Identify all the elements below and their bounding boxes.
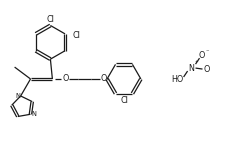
Text: ⁺: ⁺ xyxy=(195,61,198,67)
Text: Cl: Cl xyxy=(120,96,128,105)
Text: O: O xyxy=(101,74,107,84)
Text: O: O xyxy=(198,51,205,60)
Text: ⁻: ⁻ xyxy=(206,49,209,55)
Text: Cl: Cl xyxy=(72,31,80,40)
Text: N: N xyxy=(31,111,36,117)
Text: Cl: Cl xyxy=(47,15,54,24)
Text: O: O xyxy=(203,65,210,74)
Text: O: O xyxy=(62,74,68,84)
Text: N: N xyxy=(15,93,20,99)
Text: HO: HO xyxy=(172,76,184,84)
Text: N: N xyxy=(189,64,195,73)
